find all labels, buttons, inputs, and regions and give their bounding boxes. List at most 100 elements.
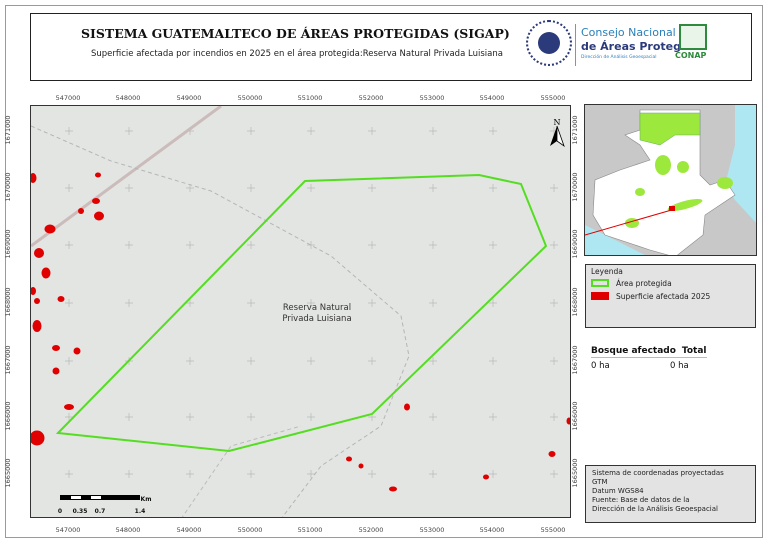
grid-cross [125, 241, 133, 249]
x-tick-label: 550000 [237, 526, 263, 534]
grid-cross [429, 357, 437, 365]
org-name-line2: de Áreas Protegidas [581, 40, 707, 53]
grid-cross [186, 357, 194, 365]
grid-cross [247, 299, 255, 307]
x-tick-label: 547000 [55, 94, 81, 102]
grid-cross [550, 241, 558, 249]
table-cell: 0 ha [670, 361, 689, 371]
x-tick-label: 549000 [176, 94, 202, 102]
divider [575, 24, 576, 66]
x-tick-label: 552000 [358, 526, 384, 534]
north-arrow-icon: N [550, 118, 565, 148]
x-tick-label: 551000 [297, 526, 323, 534]
fire-affected-area [566, 417, 570, 425]
x-tick-label: 549000 [176, 526, 202, 534]
grid-cross [247, 357, 255, 365]
svg-text:N: N [554, 118, 561, 127]
boundary-line [181, 425, 302, 517]
guatemala-seal-logo [526, 20, 572, 66]
x-tick-label: 553000 [419, 94, 445, 102]
x-tick-label: 548000 [115, 526, 141, 534]
fire-affected-area [41, 267, 51, 279]
grid-cross [307, 470, 315, 478]
fire-affected-area [31, 430, 45, 446]
grid-cross [550, 184, 558, 192]
fire-affected-area [32, 320, 42, 332]
fire-affected-area [52, 367, 60, 375]
legend-label: Superficie afectada 2025 [616, 292, 711, 301]
grid-cross [125, 299, 133, 307]
grid-cross [429, 299, 437, 307]
grid-cross [489, 184, 497, 192]
fire-affected-area [94, 211, 104, 221]
conap-logo-text: CONAP [675, 51, 707, 60]
fire-affected-area [73, 347, 81, 355]
fire-affected-area [95, 172, 101, 178]
grid-cross [247, 127, 255, 135]
protected-area-label: Reserva Natural Privada Luisiana [282, 303, 351, 324]
grid-cross [429, 127, 437, 135]
grid-cross [368, 127, 376, 135]
grid-cross [247, 184, 255, 192]
grid-cross [368, 299, 376, 307]
fire-affected-area [34, 298, 40, 304]
grid-cross [307, 241, 315, 249]
grid-cross [307, 299, 315, 307]
page-frame [5, 5, 763, 538]
grid-cross [186, 241, 194, 249]
grid-cross [489, 299, 497, 307]
grid-cross [65, 357, 73, 365]
grid-cross [65, 413, 73, 421]
fire-affected-area [64, 404, 74, 410]
grid-cross [550, 413, 558, 421]
protected-area-boundary [55, 173, 548, 453]
org-name-line1: Consejo Nacional [581, 26, 676, 39]
scale-label: 1.4 [134, 508, 146, 515]
fire-affected-area [31, 173, 37, 183]
conap-logo [679, 24, 707, 50]
fire-affected-area [34, 248, 44, 258]
x-tick-label: 553000 [419, 526, 445, 534]
coordinate-info-box: Sistema de coordenadas proyectadas GTM D… [585, 465, 756, 523]
header: SISTEMA GUATEMALTECO DE ÁREAS PROTEGIDAS… [30, 13, 752, 81]
grid-cross [368, 184, 376, 192]
fire-affected-area [78, 208, 84, 214]
grid-cross [489, 357, 497, 365]
grid-cross [186, 184, 194, 192]
legend-label: Área protegida [616, 279, 672, 288]
main-map[interactable]: Reserva Natural Privada Luisiana [30, 105, 571, 518]
map-title: SISTEMA GUATEMALTECO DE ÁREAS PROTEGIDAS… [81, 26, 510, 41]
x-tick-label: 551000 [297, 94, 323, 102]
x-tick-label: 554000 [479, 94, 505, 102]
x-tick-label: 554000 [479, 526, 505, 534]
info-line: Fuente: Base de datos de la [592, 496, 690, 504]
fire-affected-area [92, 198, 100, 204]
grid-cross [247, 241, 255, 249]
boundary-line [31, 125, 410, 517]
grid-cross [368, 470, 376, 478]
grid-cross [186, 413, 194, 421]
info-line: GTM [592, 478, 608, 486]
legend: Leyenda Área protegida Superficie afecta… [585, 264, 756, 328]
grid-cross [65, 127, 73, 135]
x-tick-label: 555000 [540, 526, 566, 534]
grid-cross [429, 241, 437, 249]
grid-cross [550, 470, 558, 478]
grid-cross [429, 470, 437, 478]
x-tick-label: 552000 [358, 94, 384, 102]
grid-cross [65, 470, 73, 478]
grid-cross [489, 413, 497, 421]
grid-cross [489, 241, 497, 249]
grid-cross [429, 413, 437, 421]
map-canvas: Reserva Natural Privada Luisiana [31, 106, 570, 517]
grid-cross [65, 184, 73, 192]
fire-affected-area [404, 403, 410, 411]
locator-map [584, 104, 757, 256]
x-tick-label: 548000 [115, 94, 141, 102]
grid-cross [307, 127, 315, 135]
grid-cross [186, 299, 194, 307]
grid-cross [307, 413, 315, 421]
road [31, 106, 222, 248]
x-tick-label: 550000 [237, 94, 263, 102]
grid-cross [368, 241, 376, 249]
